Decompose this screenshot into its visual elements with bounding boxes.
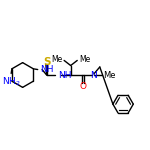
Text: S: S	[43, 57, 50, 67]
Text: Me: Me	[51, 55, 62, 64]
Text: N: N	[90, 70, 97, 80]
Text: NH: NH	[58, 70, 71, 80]
Text: O: O	[80, 82, 87, 91]
Text: NH: NH	[40, 65, 54, 74]
Text: NH$_2$: NH$_2$	[2, 75, 21, 88]
Text: Me: Me	[79, 55, 90, 64]
Text: Me: Me	[103, 70, 116, 80]
